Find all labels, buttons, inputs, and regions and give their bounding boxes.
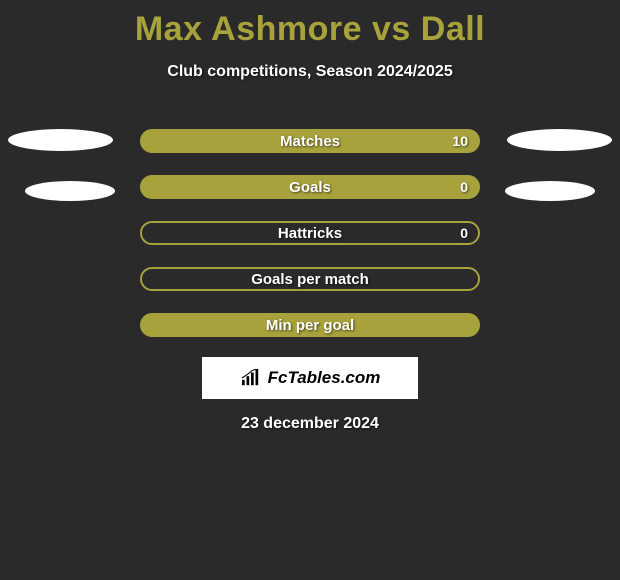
subtitle: Club competitions, Season 2024/2025 xyxy=(0,63,620,81)
stat-bar-fill: Goals 0 xyxy=(140,175,480,199)
logo-box: FcTables.com xyxy=(202,357,418,399)
ellipse-shape xyxy=(25,181,115,201)
stat-bar-fill: Goals per match xyxy=(140,267,480,291)
date-label: 23 december 2024 xyxy=(0,415,620,433)
stat-bar-fill: Hattricks 0 xyxy=(140,221,480,245)
stat-bar: Goals 0 xyxy=(140,175,480,199)
stat-bar-value: 10 xyxy=(452,133,468,149)
stat-bar: Matches 10 xyxy=(140,129,480,153)
stat-bar-value: 0 xyxy=(460,179,468,195)
comparison-infographic: Max Ashmore vs Dall Club competitions, S… xyxy=(0,0,620,580)
chart-icon xyxy=(240,369,262,387)
ellipse-shape xyxy=(8,129,113,151)
page-title: Max Ashmore vs Dall xyxy=(0,0,620,49)
ellipse-shape xyxy=(507,129,612,151)
stat-bar-label: Min per goal xyxy=(266,317,354,334)
stat-bar-fill: Matches 10 xyxy=(140,129,480,153)
ellipse-shape xyxy=(505,181,595,201)
stats-area: Matches 10 Goals 0 Hattricks 0 Goals per match… xyxy=(0,119,620,349)
stat-bar-label: Goals per match xyxy=(251,271,369,288)
stat-bar-value: 0 xyxy=(460,225,468,241)
stat-bar-fill: Min per goal xyxy=(140,313,480,337)
logo-text: FcTables.com xyxy=(268,368,381,388)
stat-bar: Goals per match xyxy=(140,267,480,291)
stat-bars: Matches 10 Goals 0 Hattricks 0 Goals per match… xyxy=(140,119,480,337)
stat-bar-label: Goals xyxy=(289,179,331,196)
stat-bar: Min per goal xyxy=(140,313,480,337)
stat-bar-label: Matches xyxy=(280,133,340,150)
stat-bar-label: Hattricks xyxy=(278,225,342,242)
stat-bar: Hattricks 0 xyxy=(140,221,480,245)
